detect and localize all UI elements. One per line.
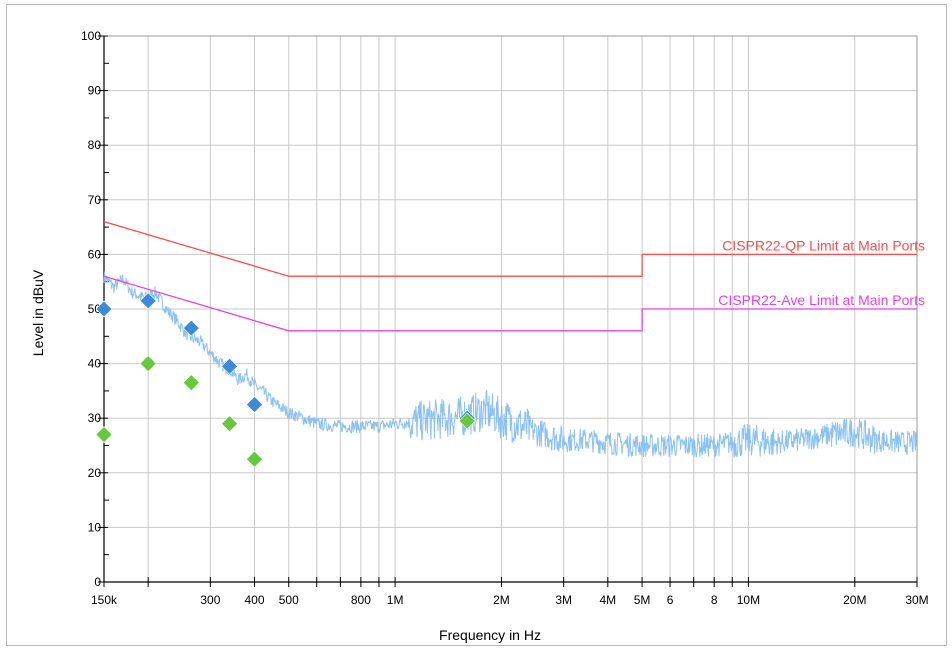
x-tick-label: 10M	[737, 593, 760, 607]
labels-layer: CISPR22-QP Limit at Main Ports CISPR22-Av…	[718, 237, 925, 308]
x-tick-label: 8	[711, 593, 718, 607]
x-tick-label: 1M	[387, 593, 404, 607]
y-tick-label: 100	[81, 29, 101, 43]
ave-marker	[95, 426, 113, 444]
qp-marker	[95, 300, 113, 318]
marker-layer	[95, 292, 476, 468]
x-tick-label: 300	[200, 593, 220, 607]
qp-marker	[182, 319, 200, 337]
chart-frame: 0 10 20 30 40 50 60 70 80 90 100 150k 300 400 500 800 1M…	[6, 4, 947, 646]
ave-limit-line	[103, 275, 917, 332]
ave-limit-label: CISPR22-Ave Limit at Main Ports	[718, 292, 925, 308]
y-tick-label: 10	[88, 520, 102, 534]
ave-marker	[139, 355, 157, 373]
ave-marker	[221, 415, 238, 433]
y-tick-label: 80	[88, 138, 102, 152]
x-tick-label: 20M	[843, 593, 866, 607]
ave-marker	[458, 412, 476, 430]
emc-scan-chart: 0 10 20 30 40 50 60 70 80 90 100 150k 300 400 500 800 1M…	[30, 29, 929, 643]
x-tick-label: 30M	[905, 593, 928, 607]
x-tick-label: 6	[667, 593, 674, 607]
y-tick-label: 20	[88, 466, 102, 480]
x-tick-label: 5M	[634, 593, 651, 607]
ave-marker	[246, 450, 263, 468]
trace-layer	[103, 271, 918, 458]
x-axis-title: Frequency in Hz	[439, 627, 541, 643]
x-tick-label: 800	[351, 593, 371, 607]
y-tick-label: 90	[88, 84, 102, 98]
qp-limit-line	[103, 220, 917, 277]
measurement-trace	[103, 271, 918, 458]
qp-marker	[221, 357, 238, 375]
x-tick-label: 150k	[91, 593, 118, 607]
y-tick-label: 0	[94, 575, 101, 589]
y-tick-label: 50	[88, 302, 102, 316]
qp-marker	[139, 292, 157, 310]
ave-marker	[182, 374, 200, 392]
y-tick-label: 70	[88, 193, 102, 207]
axis-ticks: 0 10 20 30 40 50 60 70 80 90 100 150k 300 400 500 800 1M…	[81, 29, 929, 607]
x-tick-label: 4M	[599, 593, 616, 607]
x-tick-label: 2M	[493, 593, 510, 607]
y-tick-label: 30	[88, 411, 102, 425]
y-tick-label: 60	[88, 247, 102, 261]
x-tick-label: 3M	[555, 593, 572, 607]
y-tick-label: 40	[88, 357, 102, 371]
x-tick-label: 400	[244, 593, 264, 607]
qp-marker	[246, 396, 263, 413]
qp-limit-label: CISPR22-QP Limit at Main Ports	[722, 237, 925, 253]
y-axis-title: Level in dBuV	[30, 269, 46, 356]
limit-lines	[103, 220, 917, 332]
x-tick-label: 500	[279, 593, 299, 607]
